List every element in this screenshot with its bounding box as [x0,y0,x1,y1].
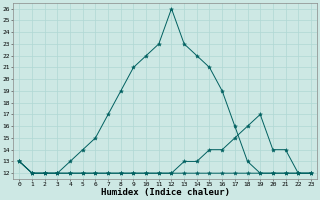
X-axis label: Humidex (Indice chaleur): Humidex (Indice chaleur) [100,188,230,197]
